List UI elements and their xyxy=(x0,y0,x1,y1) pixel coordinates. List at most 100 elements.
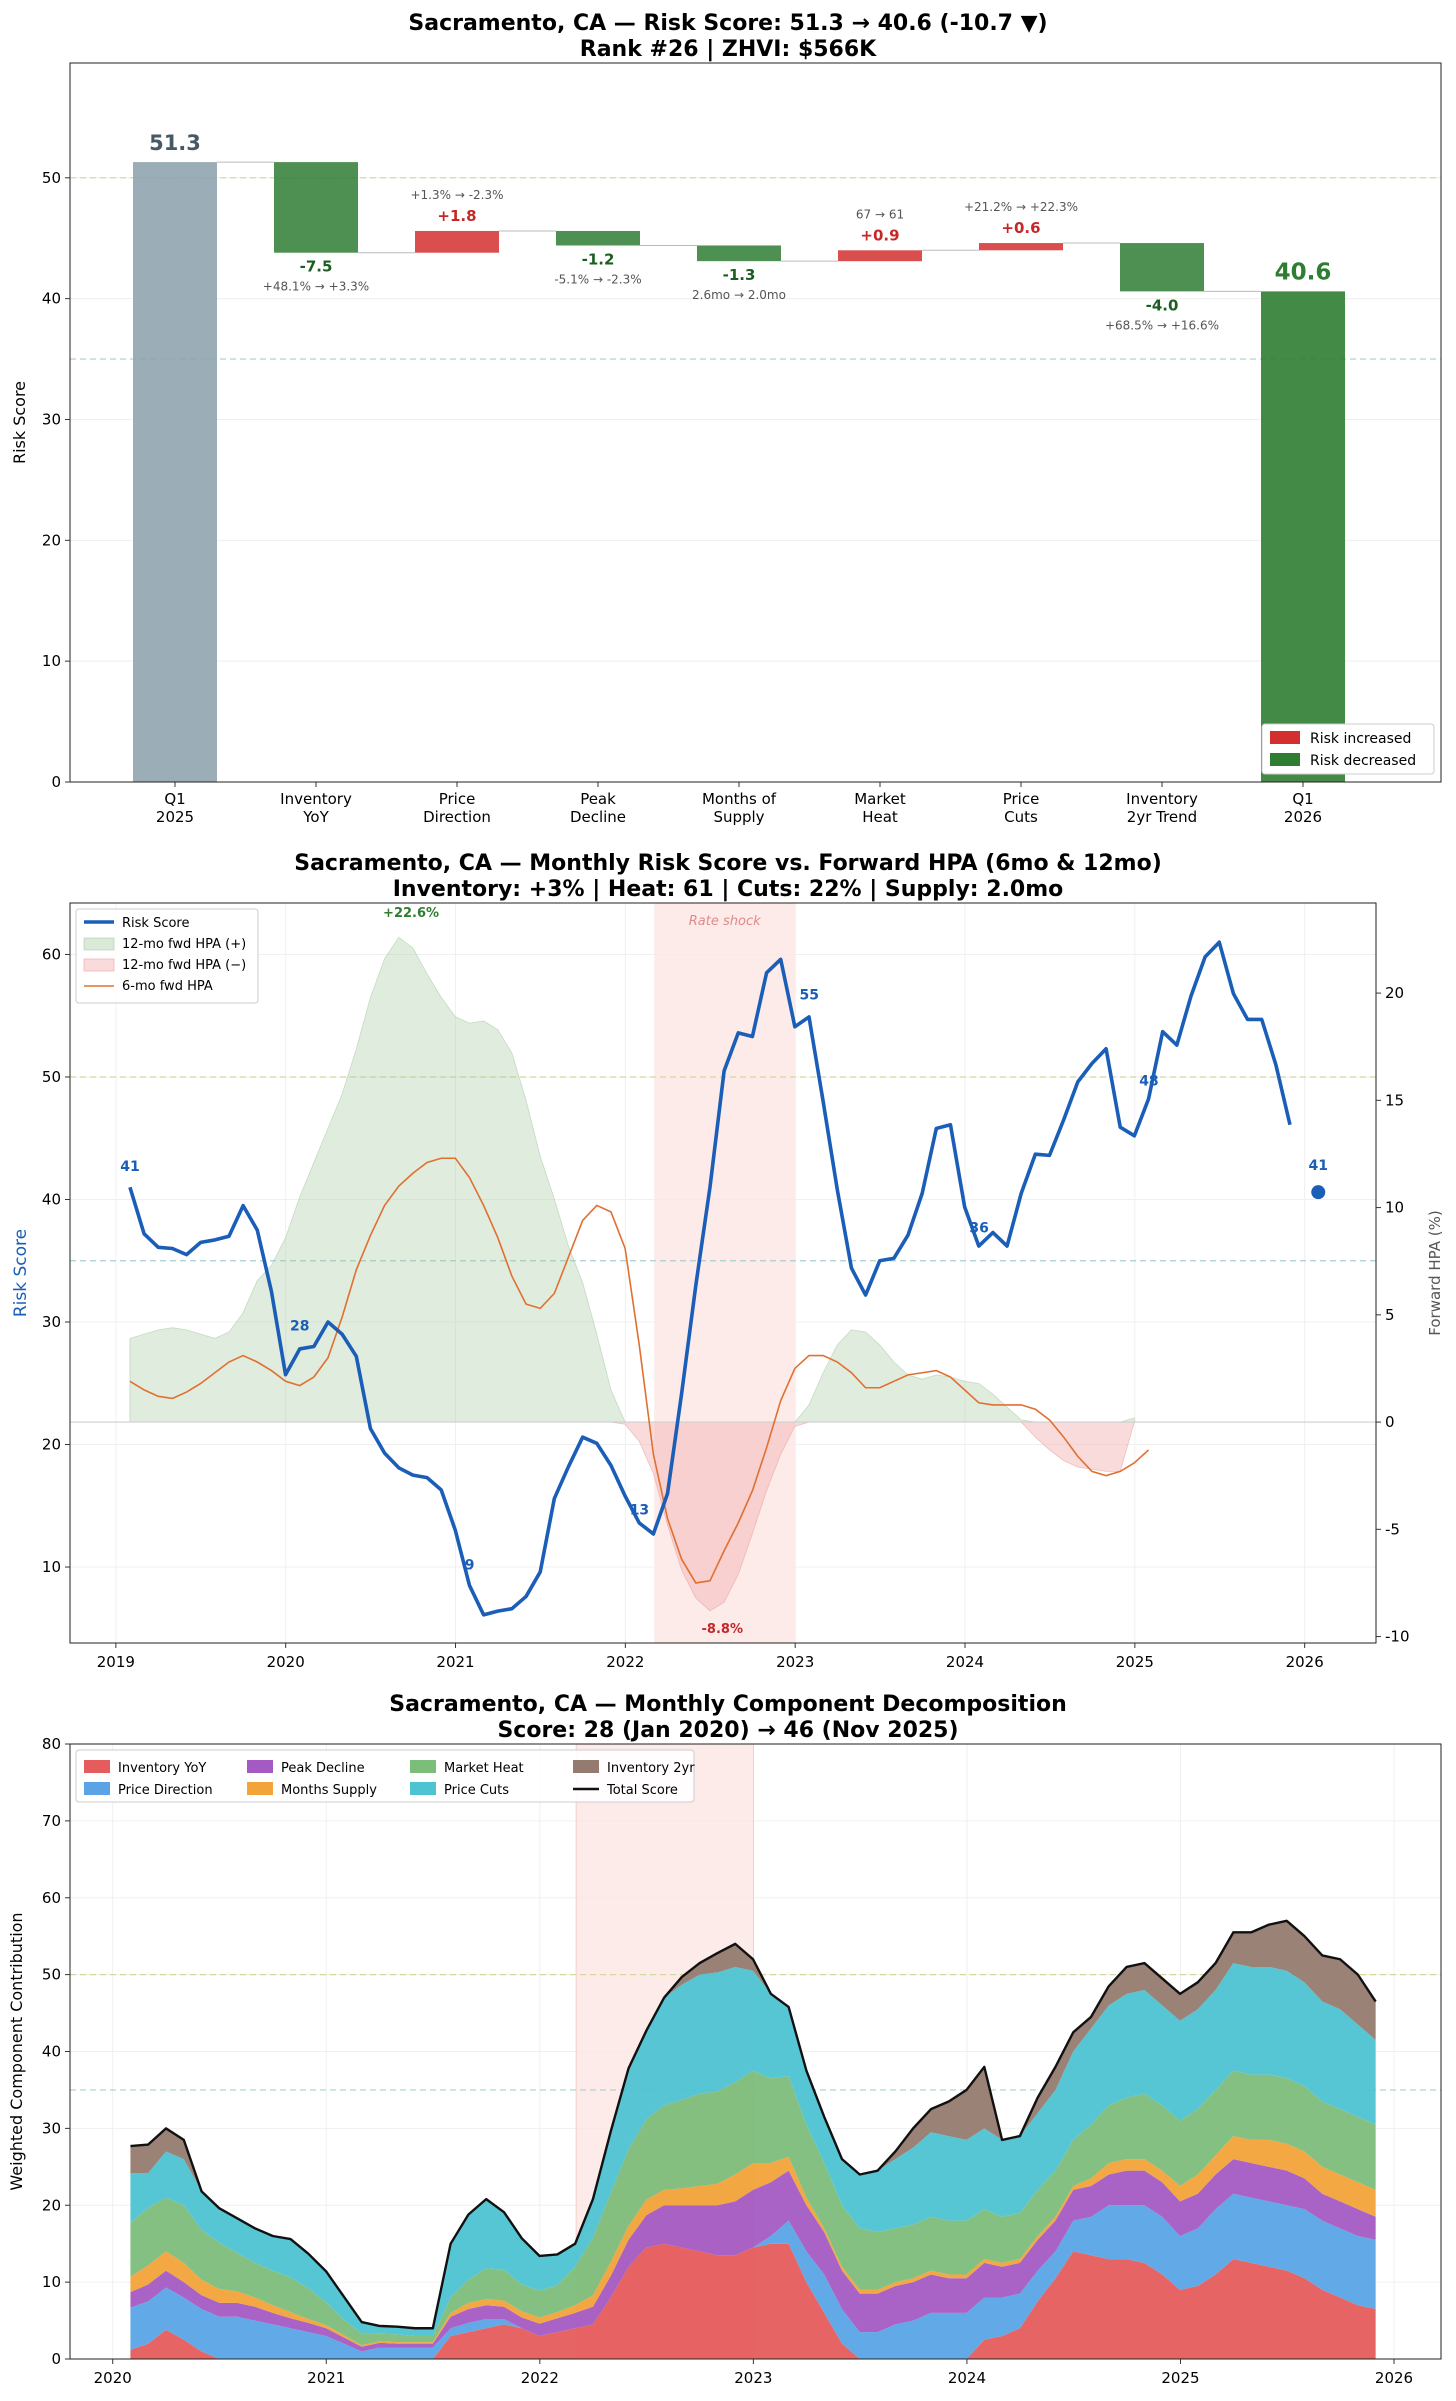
delta-label: -1.2 xyxy=(582,250,615,268)
x-tick-label: 2020 xyxy=(267,1653,305,1671)
chart3-subtitle: Score: 28 (Jan 2020) → 46 (Nov 2025) xyxy=(497,1718,958,1743)
y2-axis-label: Forward HPA (%) xyxy=(1426,1210,1444,1335)
legend-box xyxy=(75,1749,695,1803)
legend: Risk Score 12-mo fwd HPA (+) 12-mo fwd HPA… xyxy=(75,908,259,1004)
x-tick-label: 2023 xyxy=(734,2369,772,2387)
legend-swatch xyxy=(247,1760,273,1773)
delta-label: -4.0 xyxy=(1146,296,1179,314)
legend: Inventory YoY Price Direction Peak Decline… xyxy=(75,1749,695,1803)
delta-label: +1.8 xyxy=(437,207,476,225)
risk-point-label: 41 xyxy=(120,1159,139,1175)
y-tick-label: 50 xyxy=(42,1966,61,1984)
x-tick-label: 2024 xyxy=(948,2369,986,2387)
y-tick-label: 50 xyxy=(42,1068,61,1086)
legend-swatch xyxy=(84,1782,110,1795)
legend-swatch xyxy=(410,1760,436,1773)
legend-label: Market Heat xyxy=(444,1761,524,1776)
legend-box xyxy=(1261,723,1435,775)
legend-label: Price Cuts xyxy=(444,1783,509,1798)
detail-label: 67 → 61 xyxy=(856,207,904,221)
y-tick-label: 30 xyxy=(42,1313,61,1331)
legend: Risk increased Risk decreased xyxy=(1261,723,1435,775)
legend-label: Price Direction xyxy=(118,1783,213,1798)
y-tick-label: 10 xyxy=(42,652,61,670)
chart2-subtitle: Inventory: +3% | Heat: 61 | Cuts: 22% | … xyxy=(393,877,1064,902)
y-tick-label: 40 xyxy=(42,290,61,308)
detail-label: 2.6mo → 2.0mo xyxy=(692,288,786,302)
min-hpa-annotation: -8.8% xyxy=(702,1622,743,1637)
x-tick-label: 2021 xyxy=(436,1653,474,1671)
legend-label: Inventory YoY xyxy=(118,1761,206,1776)
x-tick-label: 2026 xyxy=(1286,1653,1324,1671)
end-value-label: 40.6 xyxy=(1275,259,1332,285)
y-tick-label: 40 xyxy=(42,1190,61,1208)
y-tick-label: 20 xyxy=(42,531,61,549)
x-tick-label: Q1 xyxy=(1292,790,1313,808)
x-tick-label: 2yr Trend xyxy=(1127,808,1197,826)
delta-label: -7.5 xyxy=(300,258,333,276)
legend-box xyxy=(75,908,259,1004)
rate-shock-region xyxy=(654,903,796,1643)
waterfall-bar xyxy=(1261,291,1345,782)
x-tick-label: Price xyxy=(1003,790,1040,808)
waterfall-bar xyxy=(979,243,1063,251)
chart1-subtitle: Rank #26 | ZHVI: $566K xyxy=(580,37,877,62)
y-tick-label: 60 xyxy=(42,1889,61,1907)
waterfall-bar xyxy=(697,245,781,262)
y-tick-label: 60 xyxy=(42,945,61,963)
current-score-label: 41 xyxy=(1309,1158,1328,1174)
waterfall-bar xyxy=(838,250,922,262)
area-months-supply xyxy=(130,2136,1376,2347)
x-tick-label: 2019 xyxy=(97,1653,135,1671)
legend-label: Peak Decline xyxy=(281,1761,365,1776)
y-tick-label: 0 xyxy=(51,773,61,791)
risk-score-line xyxy=(128,940,1292,1617)
legend-swatch xyxy=(573,1760,599,1773)
legend-swatch xyxy=(410,1782,436,1795)
legend-swatch xyxy=(247,1782,273,1795)
detail-label: +21.2% → +22.3% xyxy=(964,200,1078,214)
detail-label: +48.1% → +3.3% xyxy=(263,280,369,294)
legend-label: 12-mo fwd HPA (−) xyxy=(122,958,246,973)
detail-label: +68.5% → +16.6% xyxy=(1105,318,1219,332)
x-tick-label: 2021 xyxy=(307,2369,345,2387)
y-tick-label: 30 xyxy=(42,2119,61,2137)
x-tick-label: 2025 xyxy=(1116,1653,1154,1671)
delta-label: -1.3 xyxy=(723,266,756,284)
x-tick-label: 2024 xyxy=(946,1653,984,1671)
legend-swatch xyxy=(1270,731,1300,744)
x-tick-label: Supply xyxy=(713,808,764,826)
chart2-title: Sacramento, CA — Monthly Risk Score vs. … xyxy=(294,851,1162,876)
area-price-direction xyxy=(130,2193,1376,2359)
waterfall-bar xyxy=(415,230,499,253)
area-price-cuts xyxy=(130,1963,1376,2336)
area-peak-decline xyxy=(130,2159,1376,2352)
y-axis-label: Risk Score xyxy=(10,381,29,464)
y2-tick-label: 5 xyxy=(1385,1306,1395,1324)
y-tick-label: 50 xyxy=(42,169,61,187)
y2-tick-label: -5 xyxy=(1385,1520,1400,1538)
legend-label: Risk increased xyxy=(1310,731,1411,747)
risk-hpa-chart: Sacramento, CA — Monthly Risk Score vs. … xyxy=(11,851,1444,1671)
waterfall-bar xyxy=(274,162,358,253)
hpa-6mo-line xyxy=(129,1157,1150,1584)
y2-tick-label: 15 xyxy=(1385,1091,1404,1109)
x-tick-label: Cuts xyxy=(1004,808,1038,826)
max-hpa-annotation: +22.6% xyxy=(383,906,439,921)
legend-label: Risk decreased xyxy=(1310,753,1416,769)
waterfall-bar xyxy=(1120,243,1204,292)
legend-label: Months Supply xyxy=(281,1783,377,1798)
y-tick-label: 20 xyxy=(42,2196,61,2214)
x-tick-label: 2022 xyxy=(606,1653,644,1671)
x-tick-label: 2026 xyxy=(1375,2369,1413,2387)
x-tick-label: Q1 xyxy=(164,790,185,808)
x-tick-label: YoY xyxy=(302,808,329,826)
y-tick-label: 0 xyxy=(51,2350,61,2368)
x-tick-label: Market xyxy=(854,790,906,808)
x-tick-label: Heat xyxy=(862,808,898,826)
y-axis-label: Risk Score xyxy=(11,1229,31,1317)
y-tick-label: 10 xyxy=(42,1558,61,1576)
legend-label: Risk Score xyxy=(122,916,190,931)
x-tick-label: Inventory xyxy=(1126,790,1198,808)
legend-swatch xyxy=(83,937,115,951)
